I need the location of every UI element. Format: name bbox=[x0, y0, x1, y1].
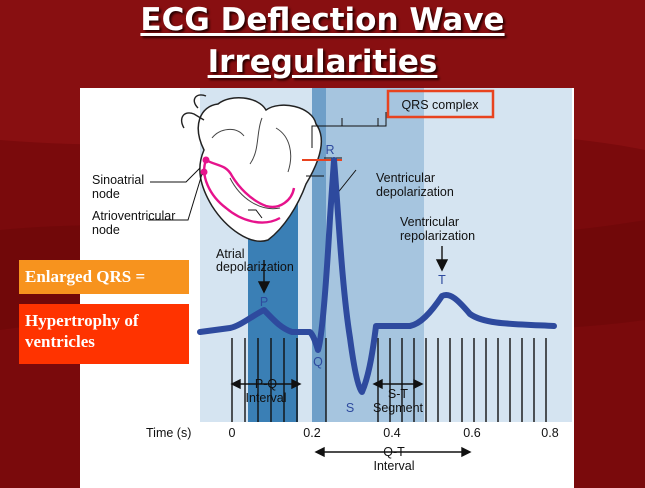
atrial-depolarization-label-2: depolarization bbox=[216, 260, 294, 274]
qt-interval-label-2: Interval bbox=[374, 459, 415, 473]
enlarged-qrs-callout: Enlarged QRS = bbox=[19, 260, 189, 294]
hypertrophy-callout: Hypertrophy of ventricles bbox=[19, 304, 189, 364]
time-axis-label: Time (s) bbox=[146, 426, 191, 440]
sinoatrial-node-label-1: Sinoatrial bbox=[92, 173, 144, 187]
st-segment-label-1: S-T bbox=[388, 387, 409, 401]
atrioventricular-node-label-2: node bbox=[92, 223, 120, 237]
ecg-trace bbox=[197, 157, 557, 395]
pq-interval-label-2: Interval bbox=[246, 391, 287, 405]
ventricular-depolarization-label-1: Ventricular bbox=[376, 171, 435, 185]
qrs-complex-label: QRS complex bbox=[401, 98, 479, 112]
ecg-figure: QRS complex Sinoatrial node Atrioventric… bbox=[80, 88, 574, 488]
t-wave-label: T bbox=[438, 273, 446, 287]
s-wave-label: S bbox=[346, 401, 354, 415]
time-tick-label: 0.6 bbox=[463, 426, 480, 440]
p-wave-label: P bbox=[260, 295, 268, 309]
ventricular-depolarization-label-2: depolarization bbox=[376, 185, 454, 199]
arrows bbox=[230, 246, 472, 458]
time-tick-label: 0.4 bbox=[383, 426, 400, 440]
st-segment-label-2: Segment bbox=[373, 401, 424, 415]
time-tick-label: 0.2 bbox=[303, 426, 320, 440]
leader-lines bbox=[148, 112, 387, 221]
pq-interval-label-1: P-Q bbox=[255, 377, 278, 391]
atrial-depolarization-label-1: Atrial bbox=[216, 247, 244, 261]
r-wave-label: R bbox=[325, 143, 334, 157]
slide-title-line-1: ECG Deflection Wave bbox=[140, 2, 505, 38]
time-tick-label: 0.8 bbox=[541, 426, 558, 440]
ventricular-repolarization-label-2: repolarization bbox=[400, 229, 475, 243]
heart-illustration bbox=[180, 94, 323, 242]
ventricular-repolarization-label-1: Ventricular bbox=[400, 215, 459, 229]
qrs-complex-box bbox=[386, 89, 495, 119]
atrioventricular-node-label-1: Atrioventricular bbox=[92, 209, 175, 223]
qt-interval-label-1: Q-T bbox=[383, 445, 405, 459]
slide-title-line-2: Irregularities bbox=[207, 44, 438, 80]
q-wave-label: Q bbox=[313, 355, 323, 369]
time-tick-label: 0 bbox=[229, 426, 236, 440]
sinoatrial-node-label-2: node bbox=[92, 187, 120, 201]
